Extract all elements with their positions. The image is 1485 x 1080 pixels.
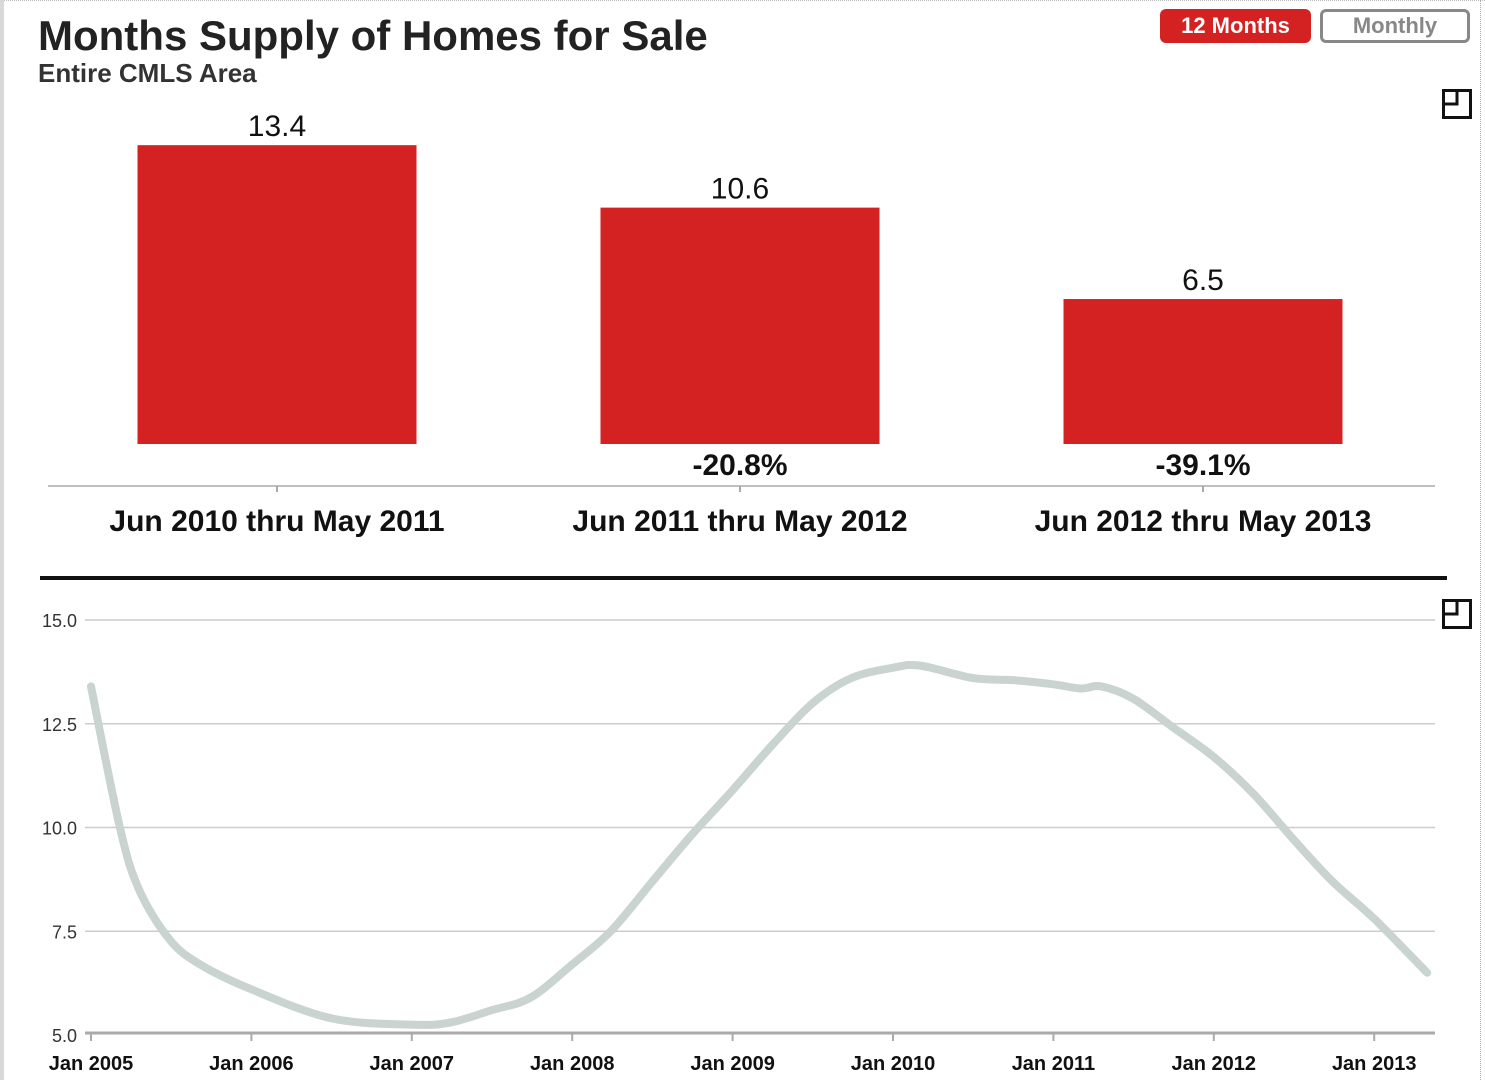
x-tick-label: Jan 2012 (1172, 1053, 1257, 1075)
x-tick-label: Jun 2012 thru May 2013 (1035, 505, 1372, 538)
x-tick-label: Jan 2006 (209, 1053, 294, 1075)
monthly-button[interactable]: Monthly (1320, 9, 1470, 43)
x-tick-label: Jan 2011 (1012, 1053, 1095, 1075)
x-tick-label: Jan 2010 (851, 1053, 936, 1075)
bar (600, 207, 880, 444)
section-divider (40, 576, 1447, 580)
y-tick-label: 10.0 (42, 819, 77, 839)
expand-icon[interactable] (1442, 89, 1472, 119)
y-tick-label: 12.5 (42, 715, 77, 735)
frame-right (1480, 0, 1481, 1080)
x-tick-label: Jan 2013 (1332, 1053, 1417, 1075)
x-tick-label: Jun 2011 thru May 2012 (572, 505, 907, 538)
expand-icon[interactable] (1442, 599, 1472, 629)
x-tick-label: Jan 2007 (370, 1053, 455, 1075)
bar-change-label: -39.1% (1155, 449, 1250, 482)
chart-title: Months Supply of Homes for Sale (38, 12, 708, 59)
y-tick-label: 15.0 (42, 611, 77, 631)
series-line-months-supply (87, 660, 1432, 1029)
bar-value-label: 6.5 (1182, 264, 1224, 297)
bar (1063, 299, 1343, 444)
y-tick-label: 5.0 (52, 1026, 77, 1046)
x-tick-label: Jun 2010 thru May 2011 (109, 505, 444, 538)
frame-left (0, 0, 4, 1080)
bar (137, 145, 417, 444)
x-tick-label: Jan 2009 (690, 1053, 775, 1075)
y-tick-label: 7.5 (52, 922, 77, 942)
x-tick-label: Jan 2005 (49, 1053, 134, 1075)
chart-subtitle: Entire CMLS Area (38, 58, 257, 88)
bar-change-label: -20.8% (692, 449, 787, 482)
bar-value-label: 13.4 (248, 110, 306, 143)
bar-value-label: 10.6 (711, 173, 769, 206)
frame-top (0, 0, 1485, 1)
x-tick-label: Jan 2008 (530, 1053, 615, 1075)
12-months-button[interactable]: 12 Months (1160, 9, 1311, 43)
